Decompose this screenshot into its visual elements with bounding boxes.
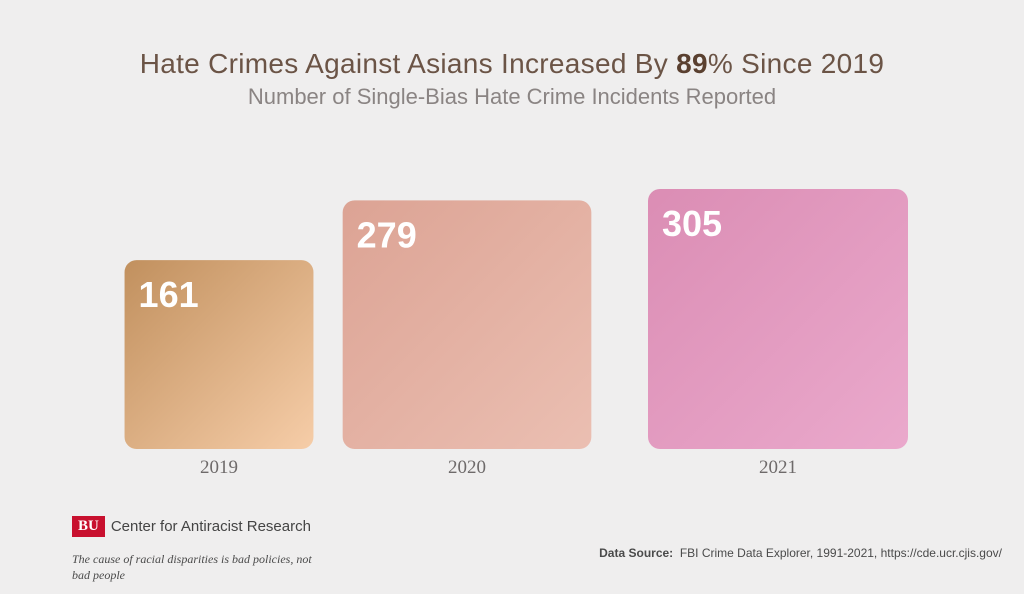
bu-logo: BU <box>72 516 105 537</box>
bar-2019 <box>124 260 314 449</box>
title-suffix: % Since 2019 <box>707 48 885 79</box>
chart-subtitle: Number of Single-Bias Hate Crime Inciden… <box>247 84 777 109</box>
title-emphasis: 89 <box>676 48 708 79</box>
tick-label-2020: 2020 <box>448 457 486 478</box>
data-label-2019: 161 <box>139 274 199 315</box>
org-name: Center for Antiracist Research <box>110 518 311 535</box>
title-prefix: Hate Crimes Against Asians Increased By <box>139 48 677 79</box>
tagline: The cause of racial disparities is bad p… <box>72 552 312 582</box>
org-branding: BU Center for Antiracist Research <box>72 516 311 537</box>
bar-2021 <box>648 189 908 449</box>
data-source: Data Source: FBI Crime Data Explorer, 19… <box>599 546 1002 560</box>
tick-label-2021: 2021 <box>759 457 797 478</box>
bar-2020 <box>342 200 592 449</box>
source-label: Data Source: <box>599 546 674 560</box>
chart-title: Hate Crimes Against Asians Increased By … <box>0 48 1024 80</box>
source-text: FBI Crime Data Explorer, 1991-2021, http… <box>679 546 1002 560</box>
data-label-2020: 279 <box>357 214 417 255</box>
tick-label-2019: 2019 <box>200 457 238 478</box>
data-label-2021: 305 <box>662 203 722 244</box>
